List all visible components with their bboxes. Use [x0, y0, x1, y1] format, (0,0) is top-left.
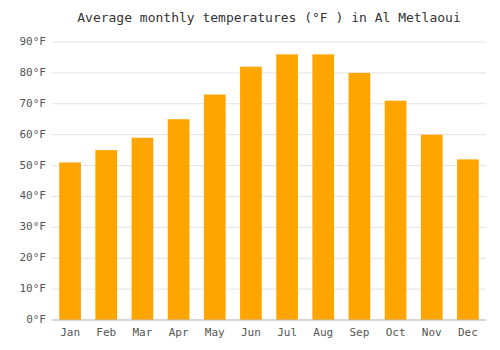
- x-tick-label: May: [205, 326, 225, 339]
- y-tick-label: 0°F: [26, 313, 46, 326]
- bar: [240, 67, 262, 320]
- bar: [457, 159, 479, 320]
- bar: [95, 150, 117, 320]
- grid-line: [52, 42, 486, 43]
- x-tick-label: Feb: [96, 326, 116, 339]
- grid-line: [52, 103, 486, 104]
- x-tick-label: Jun: [241, 326, 261, 339]
- bar: [385, 101, 407, 320]
- chart: 0°F 10°F 20°F 30°F 40°F 50°F 60°F 70°F 80°F 90°F J…: [0, 0, 500, 350]
- x-axis: Jan Feb Mar Apr May Jun Jul Aug Sep Oct Nov Dec: [60, 326, 478, 339]
- y-tick-label: 70°F: [20, 97, 47, 110]
- x-tick-label: Jan: [60, 326, 80, 339]
- bar: [168, 119, 190, 320]
- bar: [276, 54, 298, 320]
- x-tick-label: Apr: [169, 326, 189, 339]
- y-tick-label: 30°F: [20, 220, 47, 233]
- bar: [312, 54, 334, 320]
- y-axis: 0°F 10°F 20°F 30°F 40°F 50°F 60°F 70°F 80°F 90°F: [20, 35, 47, 326]
- bar: [349, 73, 371, 320]
- bar: [132, 138, 154, 320]
- bar: [421, 135, 443, 320]
- x-tick-label: Mar: [132, 326, 152, 339]
- bar: [204, 95, 226, 320]
- chart-container: 0°F 10°F 20°F 30°F 40°F 50°F 60°F 70°F 80°F 90°F J…: [0, 0, 500, 350]
- title: Average monthly temperatures (°F ) in Al…: [77, 10, 461, 25]
- x-axis-line: [52, 320, 486, 321]
- x-tick-label: Nov: [422, 326, 442, 339]
- x-tick-label: Jul: [277, 326, 297, 339]
- y-tick-label: 40°F: [20, 189, 47, 202]
- x-tick-label: Dec: [458, 326, 478, 339]
- bar: [59, 162, 81, 320]
- y-tick-label: 10°F: [20, 282, 47, 295]
- y-tick-label: 50°F: [20, 159, 47, 172]
- y-tick-label: 80°F: [20, 66, 47, 79]
- x-tick-label: Aug: [313, 326, 333, 339]
- y-grid: [52, 42, 486, 320]
- y-tick-label: 20°F: [20, 251, 47, 264]
- y-tick-label: 60°F: [20, 128, 47, 141]
- y-tick-label: 90°F: [20, 35, 47, 48]
- x-tick-label: Sep: [349, 326, 369, 339]
- grid-line: [52, 320, 486, 321]
- grid-line: [52, 72, 486, 73]
- bars: [59, 54, 479, 320]
- x-tick-label: Oct: [386, 326, 406, 339]
